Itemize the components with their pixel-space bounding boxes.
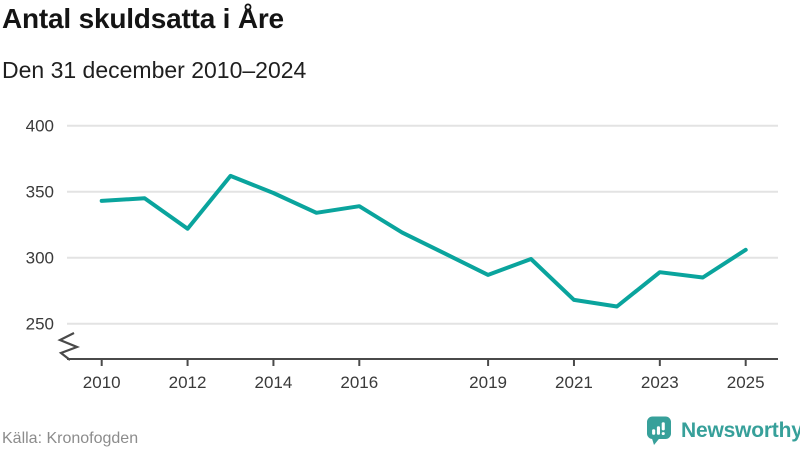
x-tick-label: 2019 bbox=[469, 373, 507, 392]
chart-subtitle: Den 31 december 2010–2024 bbox=[2, 57, 307, 83]
y-tick-label: 400 bbox=[26, 117, 54, 136]
newsworthy-bubble-chart-icon bbox=[647, 416, 671, 445]
x-tick-label: 2014 bbox=[255, 373, 293, 392]
brand-name: Newsworthy bbox=[681, 419, 800, 442]
x-tick-label: 2012 bbox=[169, 373, 207, 392]
x-tick-label: 2016 bbox=[340, 373, 378, 392]
x-tick-label: 2023 bbox=[641, 373, 679, 392]
line-chart: 250 300 350 400 2010 2012 2014 2016 2019 2021 2023… bbox=[26, 117, 778, 392]
x-tick-label: 2021 bbox=[555, 373, 593, 392]
y-tick-label: 250 bbox=[26, 315, 54, 334]
y-tick-label: 350 bbox=[26, 183, 54, 202]
x-tick-label: 2010 bbox=[83, 373, 121, 392]
page-title: Antal skuldsatta i Åre bbox=[2, 3, 284, 34]
x-tick-label: 2025 bbox=[727, 373, 765, 392]
y-tick-label: 300 bbox=[26, 249, 54, 268]
source-note: Källa: Kronofogden bbox=[2, 430, 139, 447]
axis-break-icon bbox=[57, 332, 81, 361]
data-line bbox=[99, 173, 748, 309]
newsworthy-logo: Newsworthy bbox=[646, 416, 800, 446]
